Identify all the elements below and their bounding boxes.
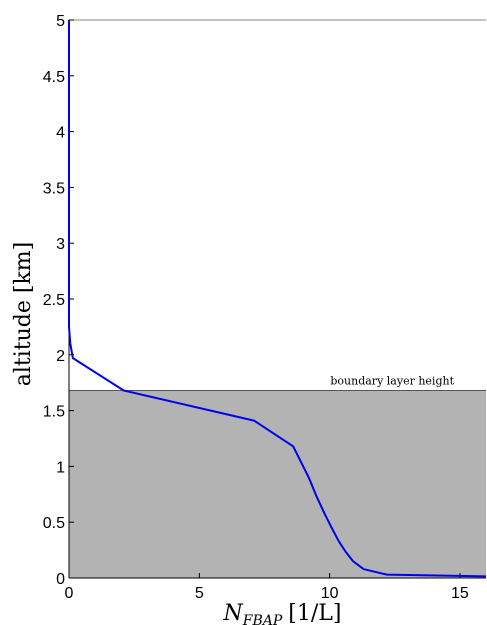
y-axis-ticks: 0 0.5 1 1.5 2 2.5 3 3.5 4 4.5 5 — [43, 13, 74, 588]
x-axis-label: NFBAP [1/L] — [223, 601, 342, 625]
x-tick-label: 10 — [321, 585, 339, 602]
boundary-layer-region — [69, 390, 486, 578]
y-tick-label: 1.5 — [43, 404, 65, 421]
x-tick-label: 15 — [451, 585, 469, 602]
y-tick-label: 2.5 — [43, 292, 65, 309]
x-tick-label: 5 — [195, 585, 204, 602]
y-tick-label: 0 — [56, 571, 65, 588]
y-tick-label: 3.5 — [43, 180, 65, 197]
data-series — [68, 20, 487, 578]
x-tick-label: 0 — [65, 585, 74, 602]
x-axis-label-main: N — [223, 601, 244, 625]
series-line — [68, 20, 487, 578]
y-tick-label: 4.5 — [43, 69, 65, 86]
y-axis-label: altitude [km] — [11, 242, 36, 387]
y-tick-label: 5 — [56, 13, 65, 30]
y-tick-label: 1 — [56, 459, 65, 476]
x-axis-label-unit: [1/L] — [288, 601, 341, 625]
boundary-layer-label: boundary layer height — [330, 375, 454, 388]
y-tick-label: 3 — [56, 236, 65, 253]
x-axis-ticks: 0 5 10 15 — [65, 573, 469, 602]
y-tick-label: 4 — [56, 125, 65, 142]
x-axis-label-subscript: FBAP — [242, 613, 283, 625]
y-tick-label: 0.5 — [43, 515, 65, 532]
y-tick-label: 2 — [56, 348, 65, 365]
